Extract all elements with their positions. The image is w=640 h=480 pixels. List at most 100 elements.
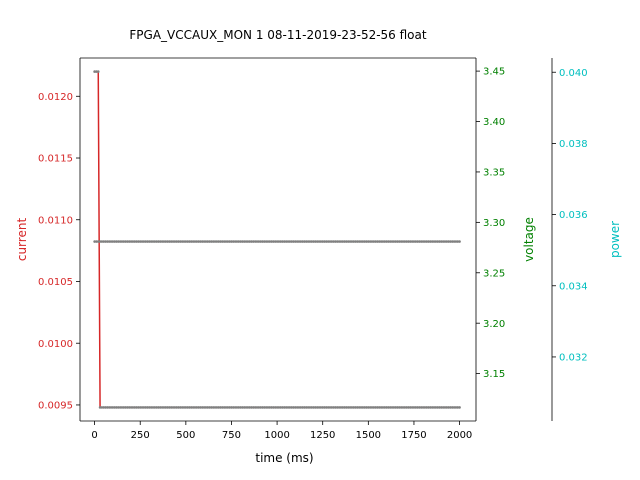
current-series-point <box>292 406 295 409</box>
current-series-point <box>429 406 432 409</box>
current-series-point <box>350 406 354 409</box>
current-tick-label: 0.0100 <box>38 339 73 350</box>
current-series-point <box>237 406 241 409</box>
current-series-point <box>414 406 418 409</box>
voltage-series-point <box>377 240 381 243</box>
current-series-point <box>396 406 399 409</box>
voltage-series-point <box>348 240 352 243</box>
voltage-series-point <box>450 240 454 243</box>
voltage-series-point <box>288 240 292 243</box>
current-series-point <box>443 406 447 409</box>
voltage-series-point <box>299 240 303 243</box>
voltage-series-point <box>122 240 126 243</box>
current-series-point <box>233 406 237 409</box>
current-series-point <box>407 406 410 409</box>
voltage-series-point <box>104 240 107 243</box>
x-tick-label: 250 <box>131 430 150 441</box>
current-series-point <box>135 406 138 409</box>
voltage-series-point <box>354 240 357 243</box>
voltage-series-point <box>173 240 177 243</box>
voltage-series-point <box>230 240 233 243</box>
current-series-point <box>356 406 359 409</box>
current-series-point <box>401 406 405 409</box>
voltage-series-point <box>317 240 321 243</box>
current-series-point <box>246 406 250 409</box>
current-series-point <box>387 406 390 409</box>
current-series-point <box>357 406 361 409</box>
voltage-series-point <box>186 240 189 243</box>
voltage-series-point <box>321 240 325 243</box>
current-series-point <box>423 406 427 409</box>
voltage-tick-label: 3.40 <box>483 117 505 128</box>
current-series-point <box>279 406 283 409</box>
voltage-series-point <box>334 240 337 243</box>
voltage-series-point <box>399 240 403 243</box>
current-series-point <box>383 406 387 409</box>
voltage-series-point <box>330 240 334 243</box>
voltage-series-point <box>418 240 421 243</box>
current-series-point <box>102 406 106 409</box>
current-series-point <box>250 406 253 409</box>
current-series-point <box>346 406 350 409</box>
current-series-point <box>277 406 281 409</box>
current-series-point <box>195 406 199 409</box>
voltage-series-point <box>221 240 224 243</box>
voltage-series-point <box>432 240 436 243</box>
voltage-series-point <box>117 240 120 243</box>
voltage-series-point <box>370 240 374 243</box>
current-series-point <box>188 406 191 409</box>
current-series-point <box>361 406 365 409</box>
current-series-point <box>213 406 217 409</box>
voltage-series-point <box>405 240 408 243</box>
current-series-point <box>398 406 401 409</box>
current-series-point <box>222 406 226 409</box>
current-series-point <box>434 406 438 409</box>
voltage-tick-label: 3.45 <box>483 67 505 78</box>
voltage-series-point <box>180 240 184 243</box>
current-series-point <box>304 406 308 409</box>
current-series-point <box>253 406 257 409</box>
current-series-point <box>142 406 146 409</box>
voltage-series-point <box>345 240 348 243</box>
current-series-point <box>301 406 304 409</box>
current-series-point <box>352 406 356 409</box>
current-series-point <box>458 406 461 409</box>
voltage-series-point <box>352 240 356 243</box>
current-series-point <box>317 406 321 409</box>
current-series-point <box>202 406 206 409</box>
voltage-series-point <box>131 240 135 243</box>
voltage-series-point <box>319 240 323 243</box>
voltage-series-point <box>372 240 376 243</box>
voltage-series-point <box>102 240 106 243</box>
current-series-point <box>199 406 202 409</box>
voltage-series-point <box>350 240 354 243</box>
current-series-point <box>104 406 107 409</box>
voltage-series-point <box>429 240 432 243</box>
voltage-series-point <box>290 240 293 243</box>
current-series-point <box>261 406 264 409</box>
current-series-point <box>158 406 162 409</box>
voltage-series-point <box>294 240 297 243</box>
voltage-series-point <box>235 240 239 243</box>
voltage-series-point <box>210 240 213 243</box>
voltage-series-point <box>438 240 441 243</box>
current-series-point <box>336 406 339 409</box>
voltage-series-point <box>241 240 244 243</box>
voltage-series-point <box>286 240 290 243</box>
x-tick-label: 0 <box>91 430 97 441</box>
current-series-point <box>385 406 388 409</box>
current-series-point <box>160 406 164 409</box>
current-series-point <box>427 406 430 409</box>
voltage-series-point <box>412 240 416 243</box>
current-series-point <box>377 406 381 409</box>
current-tick-label: 0.0120 <box>38 92 73 103</box>
voltage-series-point <box>127 240 131 243</box>
voltage-series-point <box>392 240 396 243</box>
voltage-series-point <box>246 240 250 243</box>
voltage-series-point <box>332 240 335 243</box>
plot-area: 0 250 500 750 1000 1250 1500 1750 2000 0.0095 0.01… <box>38 57 588 441</box>
x-tick-label: 1750 <box>401 430 426 441</box>
voltage-series-point <box>283 240 286 243</box>
current-series-point <box>321 406 325 409</box>
voltage-series-point <box>356 240 359 243</box>
